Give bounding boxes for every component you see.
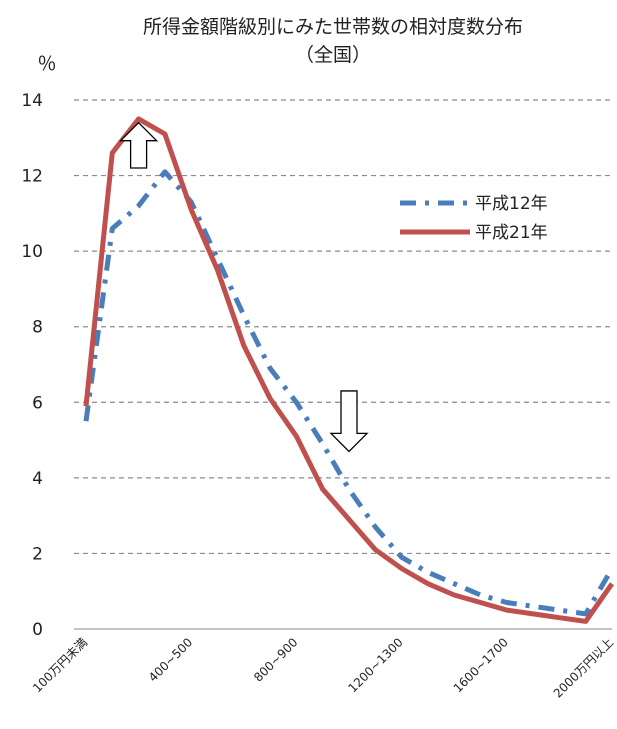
annotations — [119, 121, 369, 453]
x-tick-label: 800~900 — [251, 635, 300, 684]
x-tick-label: 1600~1700 — [451, 635, 511, 695]
y-axis-ticks: 0 2 4 6 8 10 12 14 — [21, 91, 43, 640]
legend: 平成12年 平成21年 — [400, 194, 548, 243]
y-tick-label: 10 — [21, 242, 43, 262]
y-tick-label: 0 — [32, 620, 43, 640]
y-tick-label: 4 — [32, 469, 43, 489]
chart-subtitle: （全国） — [295, 44, 371, 66]
gridlines — [74, 99, 612, 555]
y-tick-label: 12 — [21, 167, 43, 187]
y-tick-label: 8 — [32, 318, 43, 338]
x-tick-label: 2000万円以上 — [551, 635, 616, 700]
arrow-down-icon — [329, 390, 369, 453]
x-tick-label: 100万円未満 — [30, 635, 90, 695]
x-tick-label: 1200~1300 — [346, 635, 406, 695]
y-axis-unit: ％ — [37, 53, 56, 75]
legend-label-heisei12: 平成12年 — [475, 194, 548, 214]
y-tick-label: 6 — [32, 393, 43, 413]
arrow-up-icon — [119, 121, 159, 169]
x-axis-ticks: 100万円未満 400~500 800~900 1200~1300 1600~1700 2… — [30, 635, 616, 700]
x-tick-label: 400~500 — [146, 635, 195, 684]
legend-label-heisei21: 平成21年 — [475, 223, 548, 243]
y-tick-label: 2 — [32, 544, 43, 564]
y-tick-label: 14 — [21, 91, 43, 111]
chart-title: 所得金額階級別にみた世帯数の相対度数分布 — [143, 16, 523, 38]
plot-series — [83, 116, 615, 624]
